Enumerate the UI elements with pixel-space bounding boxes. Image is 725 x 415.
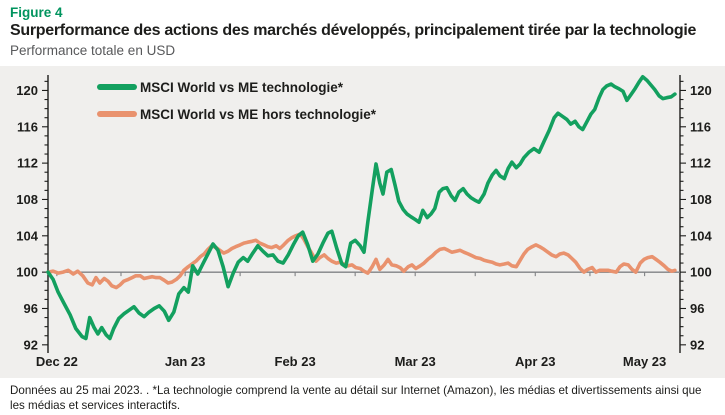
y-axis-label-right: 108: [690, 192, 712, 207]
x-axis: Dec 22 Jan 23 Feb 23 Mar 23 Apr 23 May 23: [36, 271, 680, 369]
y-axis-label-right: 104: [690, 228, 712, 243]
y-axis-label-left: 108: [16, 192, 38, 207]
chart-header: Figure 4 Surperformance des actions des …: [10, 5, 720, 58]
x-axis-label: Feb 23: [275, 354, 316, 369]
y-axis-label-left: 116: [17, 119, 38, 134]
x-axis-label: Jan 23: [165, 354, 205, 369]
x-axis-label: Apr 23: [515, 354, 555, 369]
page-title: Surperformance des actions des marchés d…: [10, 22, 697, 39]
y-axis-label-left: 120: [16, 83, 38, 98]
y-axis-label-left: 104: [16, 228, 38, 243]
y-axis-label-right: 100: [690, 265, 712, 280]
source-footnote: Données au 25 mai 2023. . *La technologi…: [10, 384, 702, 413]
y-axis-label-right: 92: [690, 337, 704, 352]
legend-item-technologie: MSCI World vs ME technologie*: [97, 76, 376, 98]
series-line-0: [46, 75, 677, 341]
x-axis-label: Mar 23: [395, 354, 436, 369]
chart-panel: 92 92 96 96 100 100 104 104 108 108 112 112 116 116 12…: [0, 66, 725, 378]
y-axis-label-right: 96: [690, 301, 704, 316]
y-axis-label-left: 112: [17, 156, 38, 171]
y-axis-label-right: 120: [690, 83, 712, 98]
x-axis-label: Dec 22: [36, 354, 78, 369]
page-subtitle: Performance totale en USD: [10, 43, 176, 59]
y-axes: 92 92 96 96 100 100 104 104 108 108 112 112 116 116 12…: [16, 75, 712, 353]
y-axis-label-left: 92: [24, 337, 38, 352]
y-axis-label-left: 100: [16, 265, 38, 280]
y-axis-label-left: 96: [24, 301, 38, 316]
series-line-1: [46, 232, 677, 290]
legend-label-technologie: MSCI World vs ME technologie*: [140, 79, 344, 95]
figure-label: Figure 4: [10, 5, 63, 20]
y-axis-label-right: 112: [690, 156, 711, 171]
legend-swatch-technologie: [97, 84, 137, 90]
performance-line-chart: 92 92 96 96 100 100 104 104 108 108 112 112 116 116 12…: [16, 75, 712, 369]
x-axis-label: May 23: [623, 354, 666, 369]
y-axis-label-right: 116: [690, 119, 711, 134]
legend-label-hors-technologie: MSCI World vs ME hors technologie*: [140, 106, 377, 122]
legend-item-hors-technologie: MSCI World vs ME hors technologie*: [97, 103, 376, 125]
chart-legend: MSCI World vs ME technologie* MSCI World…: [97, 76, 376, 130]
legend-swatch-hors-technologie: [97, 111, 137, 117]
